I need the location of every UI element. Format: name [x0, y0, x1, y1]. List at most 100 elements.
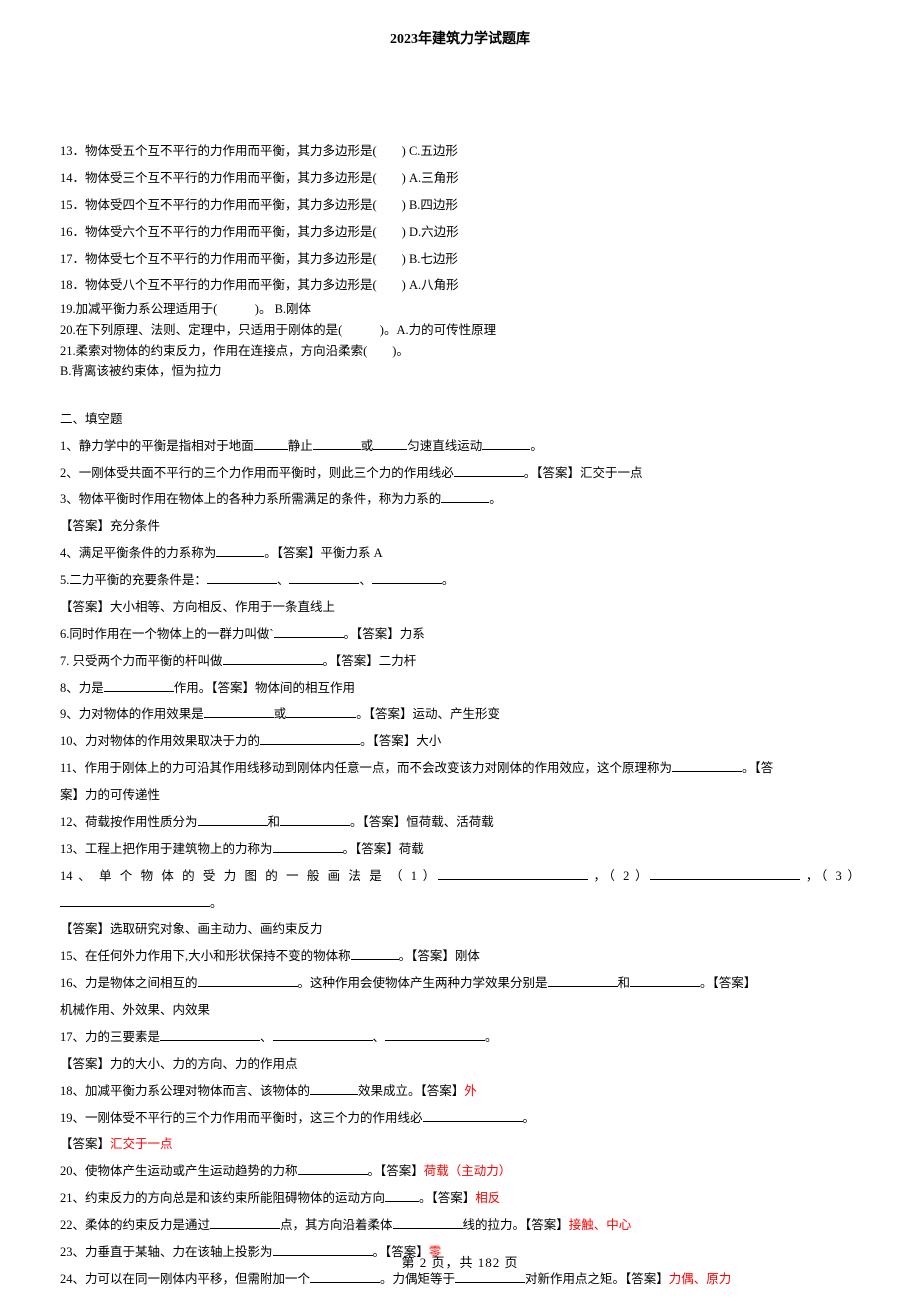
fb-q1: 1、静力学中的平衡是指相对于地面静止或匀速直线运动。	[60, 433, 860, 460]
fb-q15: 15、在任何外力作用下,大小和形状保持不变的物体称。【答案】刚体	[60, 943, 860, 970]
fb-q9-post: 。【答案】运动、产生形变	[356, 707, 500, 721]
fb-q17-pre: 17、力的三要素是	[60, 1030, 160, 1044]
blank	[289, 573, 359, 584]
fb-q11-post: 。【答	[742, 761, 773, 775]
fb-q20-red: 荷载（主动力）	[424, 1164, 512, 1178]
fb-q5-ans: 【答案】大小相等、方向相反、作用于一条直线上	[60, 594, 860, 621]
blank	[207, 573, 277, 584]
fb-q17-post: 。	[485, 1030, 498, 1044]
fb-q1-mid1: 静止	[288, 439, 313, 453]
blank	[198, 815, 268, 826]
fb-q12: 12、荷载按作用性质分为 和 。【答案】恒荷载、活荷载	[60, 809, 860, 836]
page-header: 2023年建筑力学试题库	[0, 0, 920, 48]
blank	[273, 1030, 373, 1041]
blank	[313, 438, 361, 449]
blank	[310, 1272, 380, 1283]
blank	[298, 1164, 368, 1175]
fb-q22-pre: 22、柔体的约束反力是通过	[60, 1218, 210, 1232]
fb-q10: 10、力对物体的作用效果取决于力的。【答案】大小	[60, 728, 860, 755]
fb-q12-mid: 和	[268, 815, 281, 829]
blank	[482, 438, 530, 449]
fb-q14-mid1: ，（ 2 ）	[588, 869, 650, 883]
mc-q21b: B.背离该被约束体，恒为拉力	[60, 361, 860, 382]
fb-q8-post: 作用。【答案】物体间的相互作用	[174, 681, 355, 695]
fb-q9-mid: 或	[274, 707, 287, 721]
mc-q13: 13．物体受五个互不平行的力作用而平衡，其力多边形是( ) C.五边形	[60, 138, 860, 165]
fb-q14-mid2: ，（ 3 ）	[800, 869, 860, 883]
fb-q16: 16、力是物体之间相互的。这种作用会使物体产生两种力学效果分别是和。【答案】	[60, 970, 860, 997]
fb-q11b: 案】力的可传递性	[60, 782, 860, 809]
fb-q18-red: 外	[464, 1084, 477, 1098]
fb-q13: 13、工程上把作用于建筑物上的力称为。【答案】荷载	[60, 836, 860, 863]
fb-q4: 4、满足平衡条件的力系称为。【答案】平衡力系 A	[60, 540, 860, 567]
fb-q20-pre: 20、使物体产生运动或产生运动趋势的力称	[60, 1164, 298, 1178]
blank	[373, 438, 407, 449]
fb-q16-pre: 16、力是物体之间相互的	[60, 976, 198, 990]
blank	[438, 868, 588, 879]
fb-q24-red: 力偶、原力	[669, 1272, 732, 1286]
fb-q16-post: 。【答案】	[700, 976, 756, 990]
blank	[310, 1083, 358, 1094]
blank	[160, 1030, 260, 1041]
blank	[548, 976, 618, 987]
blank	[60, 895, 210, 906]
section2-title: 二、填空题	[60, 406, 860, 433]
fb-q5-post: 。	[442, 573, 455, 587]
mc-q16: 16．物体受六个互不平行的力作用而平衡，其力多边形是( ) D.六边形	[60, 219, 860, 246]
blank	[254, 438, 288, 449]
fb-q5: 5.二力平衡的充要条件是：、、。	[60, 567, 860, 594]
blank	[260, 734, 360, 745]
fb-q19-ans: 【答案】汇交于一点	[60, 1131, 860, 1158]
fb-q6: 6.同时作用在一个物体上的一群力叫做`。【答案】力系	[60, 621, 860, 648]
fb-q5-sep1: 、	[277, 573, 290, 587]
fb-q17: 17、力的三要素是、、。	[60, 1024, 860, 1051]
fb-q14-ans: 【答案】选取研究对象、画主动力、画约束反力	[60, 916, 860, 943]
fb-q1-post: 。	[530, 439, 543, 453]
fb-q17-sep2: 、	[373, 1030, 386, 1044]
fb-q1-mid2: 或	[361, 439, 374, 453]
blank	[286, 707, 356, 718]
blank	[423, 1110, 523, 1121]
blank	[204, 707, 274, 718]
fb-q7: 7. 只受两个力而平衡的杆叫做。【答案】二力杆	[60, 648, 860, 675]
fb-q12-pre: 12、荷载按作用性质分为	[60, 815, 198, 829]
fb-q21: 21、约束反力的方向总是和该约束所能阻碍物体的运动方向。【答案】相反	[60, 1185, 860, 1212]
fb-q2: 2、一刚体受共面不平行的三个力作用而平衡时，则此三个力的作用线必 。【答案】汇交于…	[60, 460, 860, 487]
blank	[216, 546, 264, 557]
blank	[454, 465, 524, 476]
header-title: 2023年建筑力学试题库	[390, 32, 530, 47]
fb-q9-pre: 9、力对物体的作用效果是	[60, 707, 204, 721]
blank	[441, 492, 489, 503]
blank	[650, 868, 800, 879]
fb-q2-pre: 2、一刚体受共面不平行的三个力作用而平衡时，则此三个力的作用线必	[60, 466, 454, 480]
fb-q1-pre: 1、静力学中的平衡是指相对于地面	[60, 439, 254, 453]
fb-q21-post: 。【答案】	[419, 1191, 475, 1205]
fb-q4-post: 。【答案】平衡力系 A	[264, 546, 382, 560]
fb-q24-mid: 。力偶矩等于	[380, 1272, 455, 1286]
fb-q17-ans: 【答案】力的大小、力的方向、力的作用点	[60, 1051, 860, 1078]
fb-q15-post: 。【答案】刚体	[399, 949, 480, 963]
blank	[274, 627, 344, 638]
fb-q2-post: 。【答案】汇交于一点	[524, 466, 643, 480]
blank	[280, 815, 350, 826]
blank	[210, 1218, 280, 1229]
fb-q11-pre: 11、作用于刚体上的力可沿其作用线移动到刚体内任意一点，而不会改变该力对刚体的作…	[60, 761, 672, 775]
fb-q9: 9、力对物体的作用效果是 或 。【答案】运动、产生形变	[60, 701, 860, 728]
page-footer: 第 2 页，共 182 页	[0, 1252, 920, 1271]
blank	[385, 1030, 485, 1041]
content-body: 13．物体受五个互不平行的力作用而平衡，其力多边形是( ) C.五边形 14．物…	[0, 48, 920, 1293]
fb-q7-pre: 7. 只受两个力而平衡的杆叫做	[60, 654, 223, 668]
mc-q18: 18．物体受八个互不平行的力作用而平衡，其力多边形是( ) A.八角形	[60, 272, 860, 299]
mc-q19: 19.加减平衡力系公理适用于( )。 B.刚体	[60, 299, 860, 320]
fb-q16-mid2: 和	[618, 976, 631, 990]
fb-q12-post: 。【答案】恒荷载、活荷载	[350, 815, 494, 829]
blank	[223, 653, 323, 664]
fb-q18: 18、加减平衡力系公理对物体而言、该物体的效果成立。【答案】外	[60, 1078, 860, 1105]
fb-q8: 8、力是作用。【答案】物体间的相互作用	[60, 675, 860, 702]
fb-q13-pre: 13、工程上把作用于建筑物上的力称为	[60, 842, 273, 856]
fb-q14b: 。	[60, 890, 860, 917]
fb-q6-pre: 6.同时作用在一个物体上的一群力叫做`	[60, 627, 274, 641]
mc-q20: 20.在下列原理、法则、定理中，只适用于刚体的是( )。A.力的可传性原理	[60, 320, 860, 341]
fb-q3: 3、物体平衡时作用在物体上的各种力系所需满足的条件，称为力系的。	[60, 486, 860, 513]
fb-q10-post: 。【答案】大小	[360, 734, 441, 748]
